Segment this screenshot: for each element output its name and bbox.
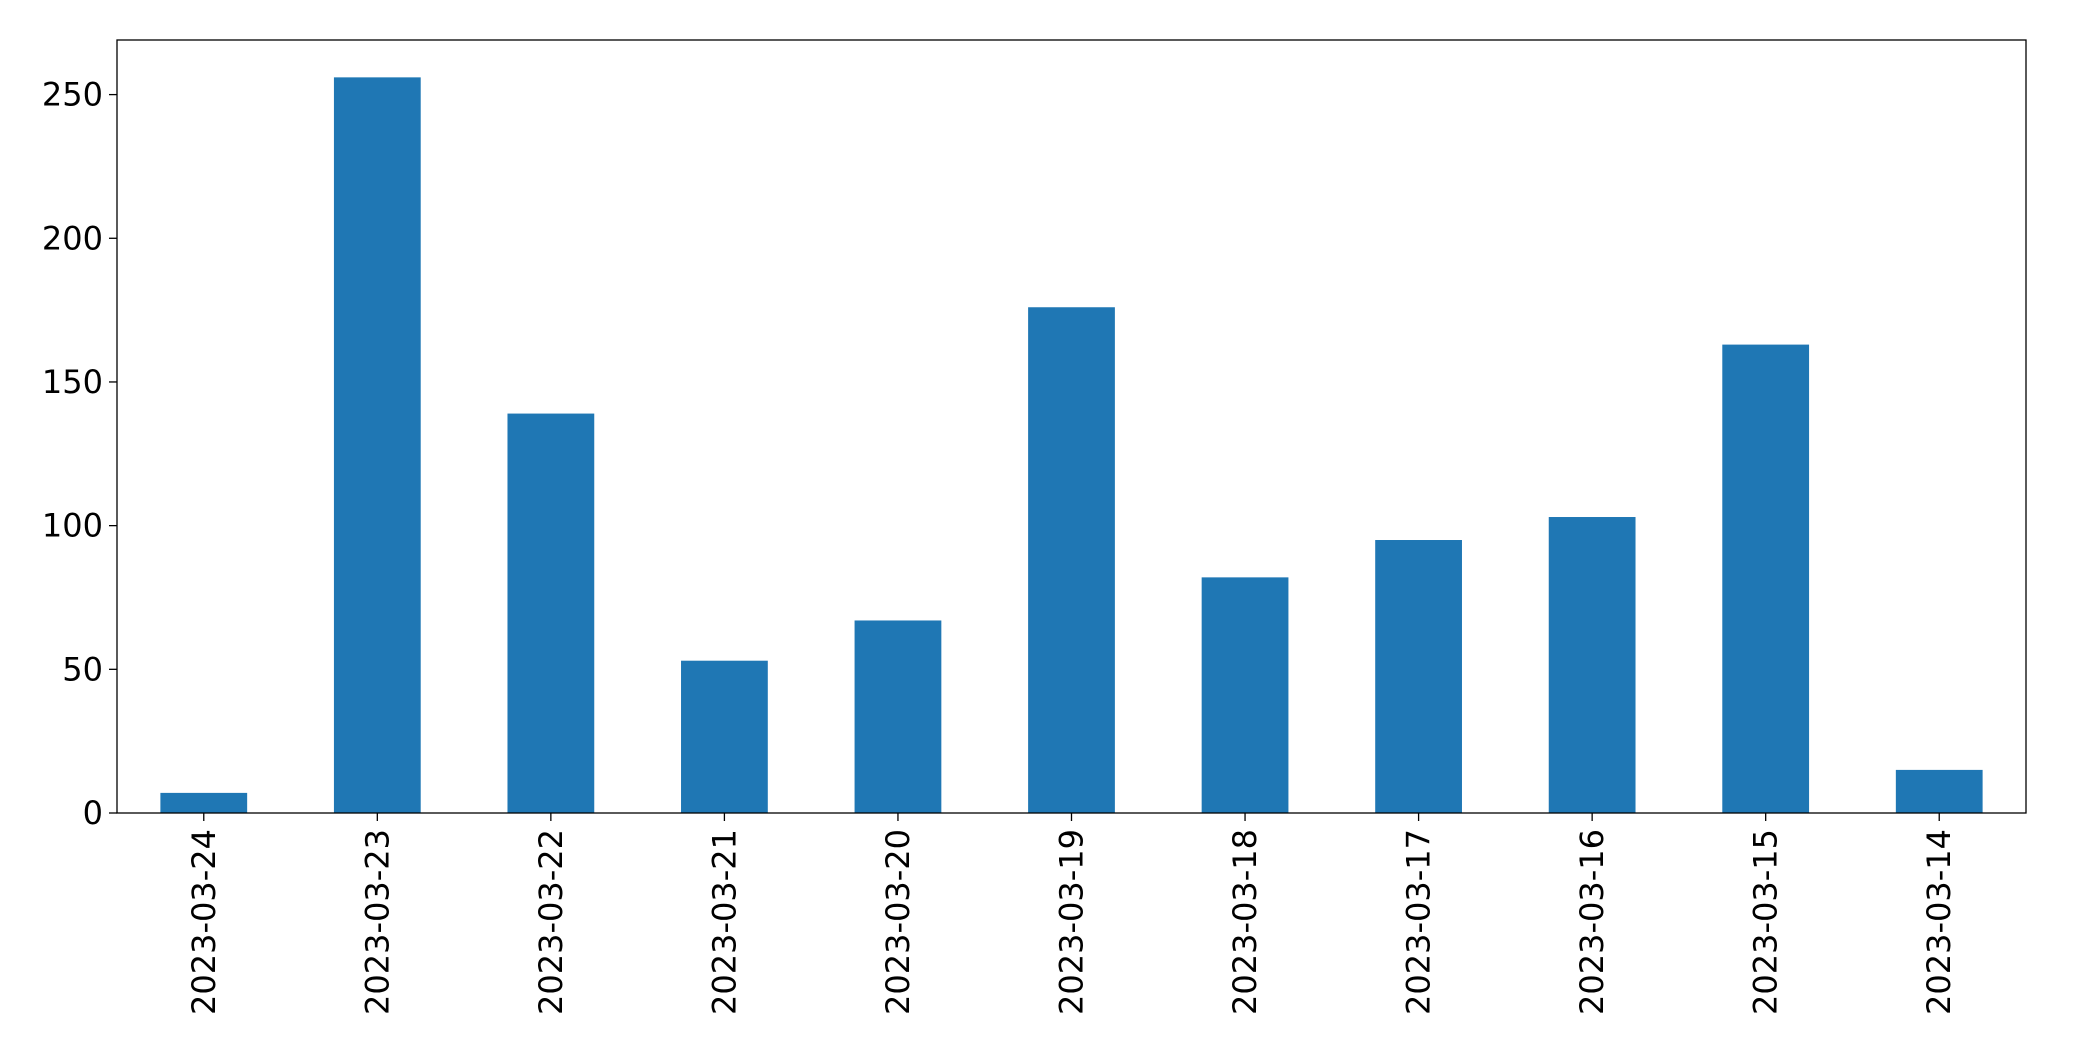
x-tick-label: 2023-03-17 (1400, 829, 1438, 1015)
y-tick-label: 150 (42, 363, 103, 401)
bar (681, 660, 768, 813)
x-tick-label: 2023-03-22 (532, 829, 570, 1015)
x-tick-label: 2023-03-23 (358, 829, 396, 1015)
y-tick-label: 50 (62, 650, 103, 688)
y-tick-label: 200 (42, 219, 103, 257)
bar (333, 77, 421, 814)
bar (1722, 344, 1810, 813)
bar (854, 620, 942, 813)
y-tick-label: 250 (42, 76, 103, 114)
x-tick-label: 2023-03-19 (1053, 829, 1091, 1015)
bar (1548, 517, 1636, 813)
bar (1895, 769, 1983, 813)
bar (1028, 307, 1115, 813)
y-tick-label: 0 (83, 794, 103, 832)
bar (1201, 577, 1289, 813)
x-tick-label: 2023-03-14 (1920, 829, 1958, 1015)
x-tick-label: 2023-03-21 (705, 829, 743, 1015)
x-tick-label: 2023-03-16 (1573, 829, 1611, 1015)
x-tick-label: 2023-03-15 (1747, 829, 1785, 1015)
x-tick-label: 2023-03-20 (879, 829, 917, 1015)
axes-frame (116, 39, 2027, 814)
x-tick-label: 2023-03-24 (185, 829, 223, 1015)
bar (1375, 540, 1462, 813)
bar (160, 792, 248, 813)
x-tick-label: 2023-03-18 (1226, 829, 1264, 1015)
bar (507, 413, 595, 813)
y-tick-label: 100 (42, 507, 103, 545)
